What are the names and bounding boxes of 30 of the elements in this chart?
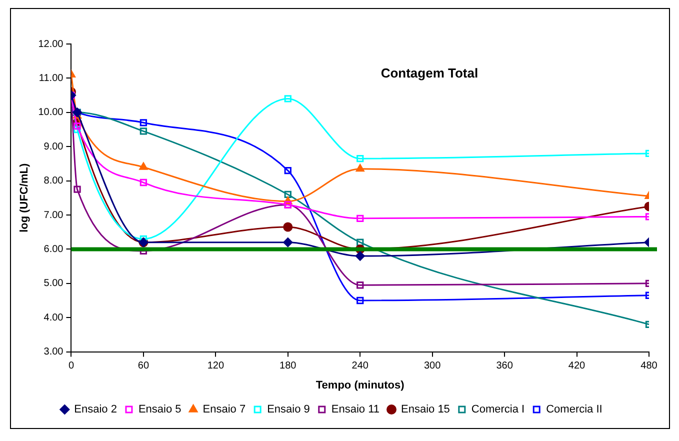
x-tick-label: 420 [568,360,586,372]
y-tick-label: 3.00 [44,346,64,358]
y-tick-label: 9.00 [44,141,64,152]
legend-label: Comercia I [471,404,525,416]
y-tick-label: 12.00 [38,38,64,50]
x-axis-title: Tempo (minutos) [316,379,405,392]
y-axis-title: log (UFC/mL) [18,163,31,232]
x-tick-label: 360 [496,360,514,372]
x-tick-label: 480 [640,360,658,372]
legend-label: Ensaio 11 [331,404,380,416]
x-tick-label: 0 [68,360,74,372]
y-tick-label: 4.00 [44,312,64,324]
legend-label: Ensaio 9 [267,404,310,416]
legend-label: Comercia II [546,404,602,416]
legend-label: Ensaio 15 [401,404,450,416]
y-tick-label: 5.00 [44,278,64,290]
legend-label: Ensaio 7 [202,404,246,416]
legend-label: Ensaio 2 [74,404,117,416]
x-tick-label: 240 [352,360,369,372]
x-tick-label: 60 [138,360,150,372]
legend-label: Ensaio 5 [138,404,182,416]
text: Contagem Total [380,66,478,81]
y-tick-label: 8.00 [44,176,64,187]
x-tick-label: 180 [280,360,297,372]
y-tick-label: 10.00 [38,107,64,118]
x-tick-label: 120 [207,360,224,372]
y-tick-label: 11.00 [38,72,64,84]
y-tick-label: 6.00 [44,244,64,255]
x-tick-label: 300 [424,360,442,372]
y-tick-label: 7.00 [44,210,64,221]
